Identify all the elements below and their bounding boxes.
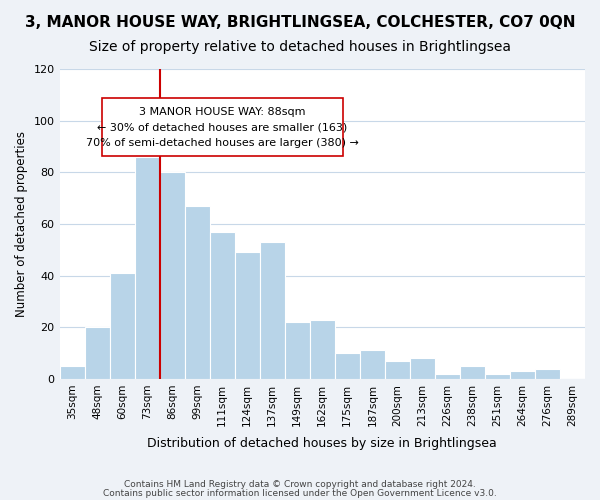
- Y-axis label: Number of detached properties: Number of detached properties: [15, 131, 28, 317]
- Text: Size of property relative to detached houses in Brightlingsea: Size of property relative to detached ho…: [89, 40, 511, 54]
- Bar: [134, 157, 160, 379]
- Bar: [285, 322, 310, 379]
- Text: Contains public sector information licensed under the Open Government Licence v3: Contains public sector information licen…: [103, 488, 497, 498]
- Bar: [360, 350, 385, 379]
- Bar: [59, 366, 85, 379]
- Bar: [185, 206, 209, 379]
- Bar: [260, 242, 285, 379]
- Bar: [160, 172, 185, 379]
- Bar: [110, 273, 134, 379]
- Bar: [209, 232, 235, 379]
- Bar: [535, 368, 560, 379]
- Bar: [235, 252, 260, 379]
- Bar: [460, 366, 485, 379]
- Bar: [410, 358, 435, 379]
- Bar: [435, 374, 460, 379]
- FancyBboxPatch shape: [101, 98, 343, 156]
- Bar: [485, 374, 510, 379]
- Bar: [85, 328, 110, 379]
- Text: Contains HM Land Registry data © Crown copyright and database right 2024.: Contains HM Land Registry data © Crown c…: [124, 480, 476, 489]
- Text: 3, MANOR HOUSE WAY, BRIGHTLINGSEA, COLCHESTER, CO7 0QN: 3, MANOR HOUSE WAY, BRIGHTLINGSEA, COLCH…: [25, 15, 575, 30]
- Bar: [510, 371, 535, 379]
- Bar: [335, 353, 360, 379]
- Bar: [310, 320, 335, 379]
- Bar: [385, 361, 410, 379]
- Text: 3 MANOR HOUSE WAY: 88sqm
← 30% of detached houses are smaller (163)
70% of semi-: 3 MANOR HOUSE WAY: 88sqm ← 30% of detach…: [86, 106, 359, 148]
- X-axis label: Distribution of detached houses by size in Brightlingsea: Distribution of detached houses by size …: [148, 437, 497, 450]
